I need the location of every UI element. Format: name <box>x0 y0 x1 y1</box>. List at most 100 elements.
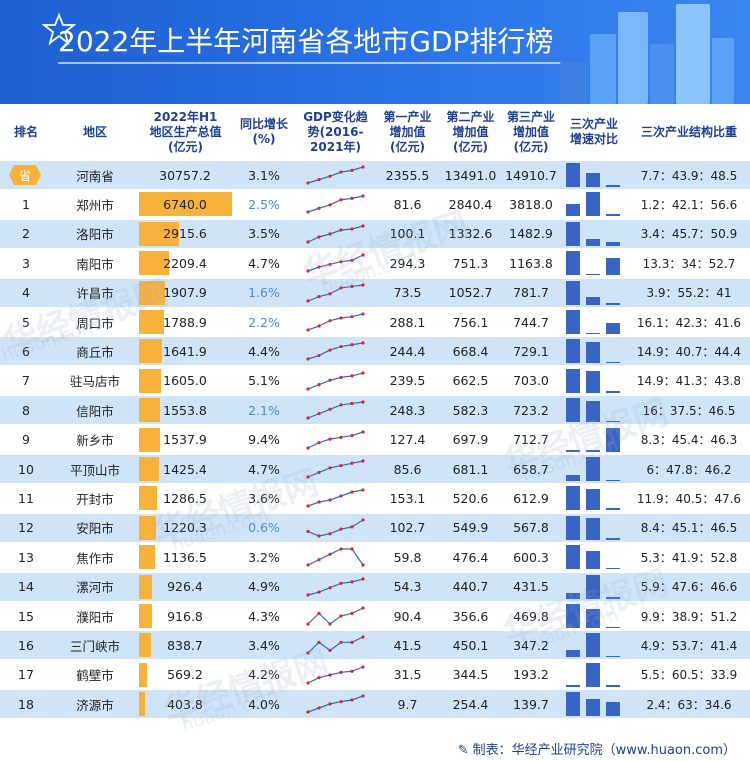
secondary-cell: 697.9 <box>452 432 489 448</box>
tertiary-cell: 1482.9 <box>509 226 553 242</box>
gdp-value: 1788.9 <box>163 314 207 330</box>
speed-bar <box>606 567 620 570</box>
trend-point <box>350 374 354 378</box>
gdp-value: 1286.5 <box>163 490 207 506</box>
secondary-cell: 254.4 <box>452 696 489 712</box>
speed-bar <box>566 339 580 364</box>
secondary-cell: 668.4 <box>452 343 489 359</box>
speed-bar <box>566 515 580 540</box>
trend-point <box>361 488 365 492</box>
structure-cell: 5.9：47.6：46.6 <box>640 580 738 595</box>
trend-line <box>307 519 364 537</box>
gdp-value: 1537.9 <box>163 432 207 448</box>
trend-point <box>306 387 310 391</box>
tertiary-cell: 658.7 <box>513 461 549 477</box>
speed-bar <box>606 538 620 540</box>
trend-line <box>307 431 364 449</box>
secondary-cell: 2840.4 <box>448 196 493 212</box>
rank-cell: 8 <box>22 402 30 418</box>
rank-cell: 9 <box>22 432 30 448</box>
structure-cell: 2.4：63：34.6 <box>646 697 732 712</box>
tertiary-cell: 14910.7 <box>505 167 557 183</box>
header-primary: 第一产业 增加值 (亿元) <box>383 109 432 154</box>
primary-cell: 2355.5 <box>385 167 430 183</box>
trend-point <box>317 265 321 269</box>
trend-sparkline <box>306 341 365 361</box>
trend-point <box>328 649 332 653</box>
trend-sparkline <box>306 576 365 597</box>
trend-sparkline <box>306 282 365 303</box>
header-trend: GDP变化趋 势(2016- 2021年) <box>303 109 368 154</box>
table-row: 18 济源市 403.8 4.0% 9.7 254.4 139.7 2.4：63：34.6 <box>0 689 750 719</box>
trend-point <box>317 382 321 387</box>
table-row: 15 濮阳市 916.8 4.3% 90.4 356.6 469.8 9.9：38.9：51.… <box>0 601 750 630</box>
secondary-cell: 662.5 <box>452 373 489 389</box>
region-cell: 郑州市 <box>76 197 114 213</box>
trend-point <box>306 592 310 597</box>
gdp-value: 403.8 <box>167 696 203 712</box>
structure-cell: 3.4：45.7：50.9 <box>640 227 738 242</box>
tertiary-cell: 712.7 <box>513 432 549 448</box>
trend-point <box>361 312 365 316</box>
trend-line <box>307 313 364 331</box>
tertiary-cell: 139.7 <box>513 696 549 712</box>
trend-point <box>350 611 354 615</box>
trend-line <box>307 548 364 566</box>
trend-point <box>328 262 332 267</box>
secondary-cell: 681.1 <box>452 461 489 477</box>
rank-cell: 7 <box>22 373 30 389</box>
growth-cell: 0.6% <box>248 520 280 536</box>
gdp-bar <box>139 339 162 364</box>
growth-cell: 4.4% <box>248 343 280 359</box>
speed-bar <box>586 518 600 540</box>
header-tertiary: 第三产业 增加值 (亿元) <box>506 109 555 154</box>
structure-cell: 5.5：60.5：33.9 <box>640 668 738 683</box>
speed-bar <box>606 655 620 658</box>
gdp-value: 838.7 <box>167 637 203 653</box>
primary-cell: 59.8 <box>393 549 422 565</box>
growth-cell: 9.4% <box>248 432 280 448</box>
trend-point <box>350 258 354 263</box>
trend-point <box>361 282 365 287</box>
speed-bar <box>606 685 620 687</box>
table-row: 4 许昌市 1907.9 1.6% 73.5 1052.7 781.7 3.9：55.2：41 <box>0 277 750 307</box>
speed-bar <box>566 592 580 599</box>
speed-bar <box>586 192 600 217</box>
structure-cell: 16：37.5：46.5 <box>642 403 736 418</box>
trend-sparkline <box>306 165 365 185</box>
table-row: 17 鹤壁市 569.2 4.2% 31.5 344.5 193.2 5.5：60.5：33.… <box>0 659 750 689</box>
trend-point <box>317 611 321 615</box>
trend-line <box>307 166 364 184</box>
speed-bar <box>566 450 580 452</box>
table-row: 7 驻马店市 1605.0 5.1% 239.5 662.5 703.0 14.9：41.3：… <box>0 365 750 395</box>
trend-line <box>307 225 364 243</box>
trend-point <box>306 181 310 185</box>
trend-point <box>339 463 343 468</box>
structure-cell: 4.9：53.7：41.4 <box>640 638 738 653</box>
trend-point <box>361 371 365 375</box>
gdp-bar <box>139 692 145 717</box>
trend-line <box>307 342 364 360</box>
gdp-bar <box>139 574 152 599</box>
speed-bar <box>586 662 600 687</box>
region-cell: 河南省 <box>76 168 114 184</box>
tertiary-cell: 469.8 <box>513 608 549 624</box>
trend-point <box>361 165 365 169</box>
speed-bar <box>586 633 600 658</box>
primary-cell: 127.4 <box>389 432 426 448</box>
trend-point <box>339 316 343 320</box>
secondary-cell: 476.4 <box>452 549 489 565</box>
secondary-cell: 1052.7 <box>448 285 493 301</box>
trend-point <box>306 416 310 420</box>
trend-line <box>307 578 364 596</box>
trend-point <box>339 547 343 551</box>
speed-bar <box>566 486 580 511</box>
speed-bar <box>606 420 620 423</box>
speed-bar <box>606 427 620 452</box>
region-cell: 济源市 <box>76 697 114 713</box>
footer-credit: ✎ 制表：华经产业研究院（www.huaon.com） <box>457 743 736 758</box>
growth-cell: 3.5% <box>248 226 280 242</box>
trend-point <box>317 641 321 645</box>
trend-point <box>339 170 343 174</box>
region-cell: 焦作市 <box>76 550 114 566</box>
